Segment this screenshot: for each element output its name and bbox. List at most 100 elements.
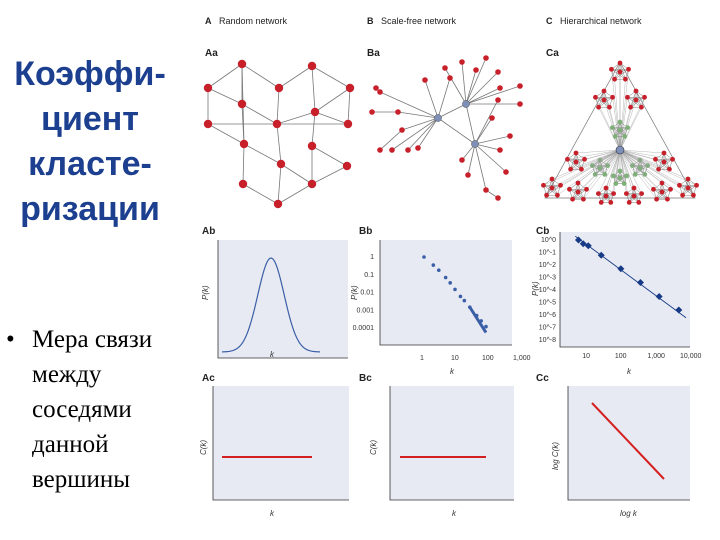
- network-node: [415, 145, 421, 151]
- network-node: [610, 173, 616, 179]
- network-node: [399, 127, 405, 133]
- network-edge: [619, 149, 642, 194]
- network-edge: [474, 135, 511, 145]
- network-node: [610, 125, 615, 130]
- network-edge: [619, 149, 673, 160]
- network-node: [573, 159, 579, 165]
- network-node: [654, 196, 659, 202]
- y-tick-label: 10^-8: [539, 337, 556, 344]
- network-edge: [570, 149, 621, 170]
- network-edge: [347, 87, 351, 125]
- y-tick-label: 10^-7: [539, 325, 556, 332]
- axes-ab: [217, 240, 348, 359]
- network-node: [624, 191, 629, 197]
- network-edge: [619, 149, 627, 176]
- bullet-text: Мера связи между соседями данной вершины: [32, 322, 152, 497]
- network-node: [579, 166, 584, 172]
- y-tick-label: 10^0: [541, 237, 556, 244]
- network-edge: [207, 123, 245, 145]
- network-edge: [603, 90, 621, 151]
- network-node: [668, 186, 673, 192]
- network-node: [483, 55, 489, 61]
- plot-area-bc: [390, 386, 514, 500]
- data-point: [462, 298, 467, 303]
- network-edge: [242, 143, 245, 185]
- network-edge: [619, 149, 680, 186]
- network-node: [483, 187, 489, 193]
- network-edge: [278, 65, 313, 89]
- title-line: ризации: [20, 190, 160, 228]
- network-node: [584, 186, 589, 192]
- network-edge: [572, 149, 621, 200]
- network-node: [307, 61, 317, 71]
- xlabel-ac: k: [270, 509, 275, 518]
- network-node: [369, 109, 375, 115]
- network-edge: [276, 111, 316, 125]
- network-node: [541, 182, 546, 188]
- network-node: [238, 179, 248, 189]
- network-node: [575, 180, 581, 186]
- hub-node: [471, 140, 479, 148]
- fit-line: [575, 235, 687, 319]
- network-node: [495, 97, 501, 103]
- network-edge: [311, 145, 348, 167]
- network-node: [665, 196, 670, 202]
- column-title-hierarchical: Hierarchical network: [560, 16, 642, 26]
- network-node: [694, 182, 699, 188]
- x-tick-label: 1: [420, 355, 424, 362]
- scale-free-network-graph: [369, 55, 523, 201]
- network-node: [617, 60, 623, 66]
- network-node: [310, 107, 320, 117]
- network-edge: [379, 129, 403, 151]
- network-edge: [619, 149, 659, 170]
- network-edge: [461, 61, 467, 105]
- network-node: [237, 99, 247, 109]
- x-tick-label: 1,000: [647, 353, 665, 360]
- x-tick-label: 100: [482, 355, 494, 362]
- distribution-curve: [221, 257, 321, 353]
- network-edge: [391, 117, 439, 151]
- network-node: [622, 134, 628, 139]
- network-node: [442, 65, 448, 71]
- network-node: [203, 83, 213, 93]
- xlabel-bc: k: [452, 509, 457, 518]
- network-node: [377, 147, 383, 153]
- panel-label-cc: Cc: [536, 373, 549, 384]
- network-edge: [619, 149, 694, 196]
- network-edge: [474, 143, 501, 151]
- network-node: [642, 94, 647, 100]
- network-edge: [619, 149, 639, 203]
- column-title-random: Random network: [219, 16, 288, 26]
- network-edge: [619, 149, 697, 186]
- data-point: [675, 306, 683, 314]
- network-edge: [467, 143, 476, 176]
- network-node: [555, 192, 560, 198]
- network-edge: [397, 111, 439, 119]
- network-node: [677, 182, 682, 188]
- network-edge: [207, 63, 243, 89]
- network-node: [630, 163, 635, 169]
- network-edge: [619, 149, 668, 200]
- network-node: [691, 192, 696, 198]
- network-node: [653, 156, 658, 162]
- plot-area-ac: [213, 386, 349, 500]
- network-edge: [241, 103, 278, 125]
- network-node: [343, 119, 353, 129]
- data-point: [584, 242, 592, 250]
- network-edge: [619, 149, 636, 175]
- network-edge: [314, 111, 349, 125]
- network-edge: [615, 149, 621, 184]
- network-node: [597, 165, 603, 171]
- ylabel-cb: P(k): [531, 281, 540, 296]
- y-tick-label: 10^-3: [539, 275, 556, 282]
- axes-ac: [212, 386, 349, 501]
- plot-area-cb: [560, 232, 690, 347]
- xlabel-cc: log k: [620, 509, 638, 518]
- network-node: [617, 168, 623, 174]
- network-edge: [474, 99, 499, 145]
- network-edge: [465, 85, 521, 105]
- data-point-cluster: [468, 306, 488, 334]
- network-node: [624, 173, 630, 179]
- network-edge: [242, 183, 279, 205]
